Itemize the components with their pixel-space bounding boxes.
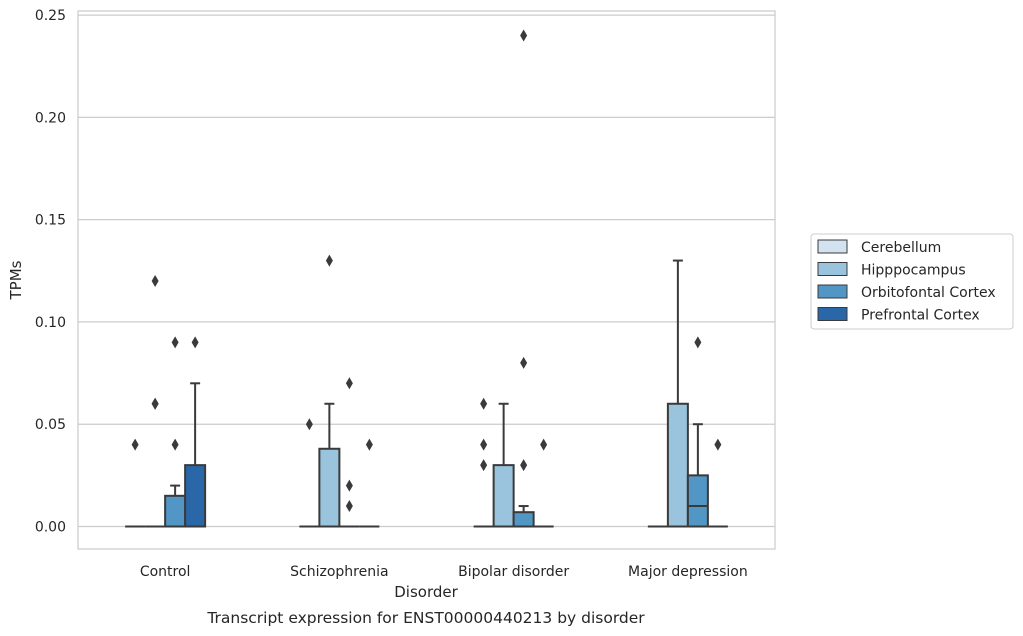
outlier-point: [171, 336, 179, 349]
box-body: [666, 402, 689, 528]
y-tick-labels: 0.00 0.05 0.10 0.15 0.20 0.25: [35, 8, 66, 535]
outlier-point: [540, 438, 548, 451]
box-hipppocampus: [145, 275, 166, 528]
box-prefrontal-cortex: [184, 336, 207, 528]
legend: Cerebellum Hipppocampus Orbitofontal Corte…: [810, 233, 1014, 330]
outlier-point: [345, 479, 353, 492]
legend-label: Orbitofontal Cortex: [861, 285, 996, 301]
outlier-point: [714, 438, 722, 451]
box-body: [512, 511, 535, 528]
box-body: [164, 494, 187, 528]
outlier-point: [694, 336, 702, 349]
x-axis-label: Disorder: [394, 583, 458, 601]
outlier-point: [131, 438, 139, 451]
legend-label: Cerebellum: [861, 240, 941, 256]
x-tick-labels: Control Schizophrenia Bipolar disorder Majo…: [140, 564, 748, 580]
legend-label: Prefrontal Cortex: [861, 308, 980, 324]
plot-frame: [77, 10, 776, 550]
legend-frame: [810, 233, 1014, 330]
box-orbitofontal-cortex: [512, 29, 535, 528]
box-prefrontal-cortex: [707, 438, 728, 528]
outlier-point: [365, 438, 373, 451]
chart-caption: Transcript expression for ENST0000044021…: [206, 609, 645, 627]
box-cerebellum: [299, 418, 320, 528]
box-body: [686, 474, 709, 528]
x-tick-label: Schizophrenia: [290, 564, 388, 580]
y-tick-label: 0.00: [35, 519, 66, 535]
outlier-point: [345, 500, 353, 513]
box-body: [184, 464, 207, 528]
box-orbitofontal-cortex: [686, 336, 709, 528]
legend-label: Hipppocampus: [861, 263, 966, 279]
y-axis-label: TPMs: [7, 260, 25, 300]
y-tick-label: 0.10: [35, 315, 66, 331]
box-cerebellum: [125, 438, 146, 528]
outlier-point: [325, 254, 333, 267]
box-orbitofontal-cortex: [164, 336, 187, 528]
box-marks: [125, 29, 728, 528]
box-hipppocampus: [318, 254, 341, 528]
outlier-point: [480, 397, 488, 410]
legend-swatch: [817, 307, 848, 321]
x-tick-label: Major depression: [628, 564, 748, 580]
box-prefrontal-cortex: [359, 438, 380, 528]
y-tick-label: 0.25: [35, 8, 66, 24]
y-tick-label: 0.05: [35, 417, 66, 433]
y-tick-label: 0.20: [35, 110, 66, 126]
legend-swatch: [817, 239, 848, 254]
outlier-point: [345, 377, 353, 390]
box-body: [318, 447, 341, 528]
outlier-point: [520, 29, 528, 42]
outlier-point: [191, 336, 199, 349]
box-body: [492, 464, 515, 528]
x-tick-label: Control: [140, 564, 191, 580]
box-orbitofontal-cortex: [339, 377, 360, 528]
outlier-point: [480, 459, 488, 472]
outlier-point: [151, 275, 159, 288]
box-hipppocampus: [492, 402, 515, 528]
legend-swatch: [817, 284, 848, 299]
box-prefrontal-cortex: [533, 438, 554, 528]
box-hipppocampus: [666, 259, 689, 528]
legend-swatch: [817, 262, 848, 276]
outlier-point: [171, 438, 179, 451]
x-tick-label: Bipolar disorder: [458, 564, 569, 580]
y-tick-label: 0.15: [35, 213, 66, 229]
outlier-point: [520, 459, 528, 472]
outlier-point: [151, 397, 159, 410]
outlier-point: [520, 356, 528, 369]
outlier-point: [305, 418, 313, 431]
box-cerebellum: [473, 397, 494, 528]
outlier-point: [480, 438, 488, 451]
